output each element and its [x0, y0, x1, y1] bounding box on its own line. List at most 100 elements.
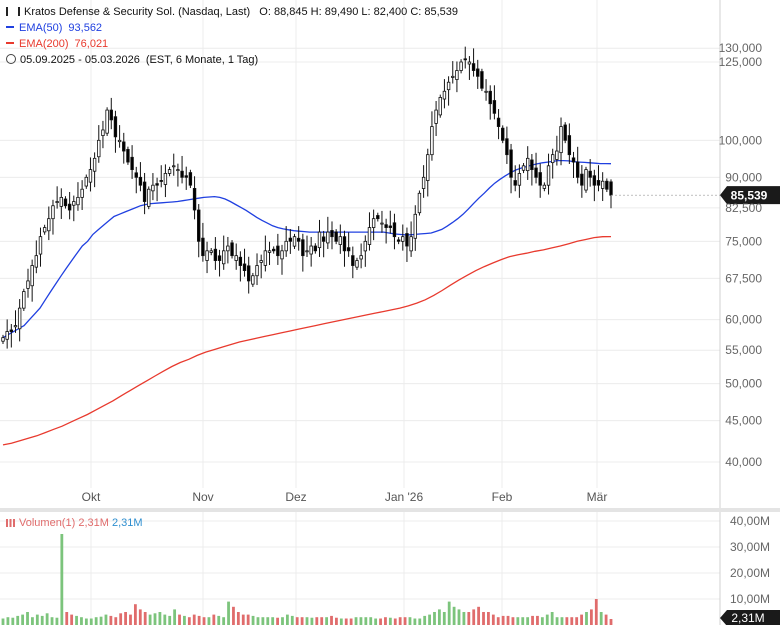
candle-down [9, 329, 14, 332]
volume-bar [315, 617, 319, 625]
volume-bar [516, 617, 520, 625]
date-range[interactable]: 05.09.2025 - 05.03.2026 (EST, 6 Monate, 1… [6, 54, 258, 66]
candle-up [105, 109, 109, 134]
chart-type-icon[interactable] [6, 7, 20, 16]
volume-bar [232, 606, 235, 625]
ema50-legend[interactable]: EMA(50) 93,562 [6, 22, 102, 34]
volume-bar [31, 617, 34, 625]
volume-bar [604, 614, 608, 625]
volume-bar [452, 606, 456, 625]
candle-up [280, 250, 284, 260]
volume-bar [580, 614, 583, 625]
candle-up [371, 218, 376, 228]
candle-up [117, 139, 122, 143]
candle-down [575, 161, 580, 178]
month-label: Jan '26 [385, 490, 424, 504]
candle-up [172, 165, 176, 168]
volume-bar [349, 618, 353, 625]
volume-bar [50, 617, 54, 625]
price-tick-label: 100,000 [719, 133, 763, 147]
volume-bar [236, 612, 240, 625]
volume-bar [163, 614, 167, 625]
volume-bar [540, 617, 544, 625]
volume-bar [124, 612, 127, 625]
ema50-value: 93,562 [68, 22, 103, 34]
candle-down [392, 222, 397, 238]
candle-down [271, 248, 276, 252]
candle-up [167, 169, 172, 174]
volume-bar [501, 615, 505, 625]
volume-bar [393, 618, 397, 625]
volume-bar [536, 615, 539, 625]
price-tick-label: 130,000 [719, 41, 763, 55]
volume-bar [442, 612, 446, 625]
ema50-swatch [6, 26, 14, 28]
candle-down [296, 237, 301, 242]
volume-bar [99, 616, 103, 625]
volume-bar [398, 617, 402, 625]
volume-bar [339, 618, 343, 625]
candle-up [517, 173, 522, 186]
ema200-legend[interactable]: EMA(200) 76,021 [6, 38, 108, 50]
volume-bar [408, 617, 412, 625]
volume-bar [217, 615, 221, 625]
candle-up [317, 231, 322, 249]
volume-bar [545, 614, 549, 625]
volume-bar [379, 618, 382, 625]
candle-up [421, 176, 426, 189]
volume-bar [526, 617, 530, 625]
candle-up [380, 222, 384, 225]
pane-separator [0, 508, 780, 512]
price-tick-label: 55,000 [725, 343, 762, 357]
candle-down [342, 236, 347, 252]
last-price-tag-label: 85,539 [731, 189, 768, 203]
month-label: Feb [492, 490, 513, 504]
volume-bar [65, 612, 69, 625]
volume-bar [575, 617, 579, 625]
volume-bar [173, 609, 177, 625]
candle-down [138, 176, 143, 186]
price-tick-label: 67,500 [725, 271, 762, 285]
volume-bar [153, 613, 157, 625]
candle-up [426, 154, 430, 181]
candle-down [113, 116, 118, 138]
candle-down [605, 180, 609, 190]
volume-bar [550, 612, 554, 625]
candle-up [267, 250, 272, 253]
candle-up [263, 250, 268, 266]
volume-bar [35, 614, 39, 625]
candle-up [417, 192, 422, 214]
volume-bar [251, 615, 255, 625]
candle-up [234, 255, 238, 261]
candle-up [542, 184, 547, 189]
candle-up [92, 157, 97, 172]
ema200-label: EMA(200) [19, 38, 69, 50]
volume-bar [359, 617, 363, 625]
volume-tick-label: 40,00M [730, 514, 770, 528]
candle-down [242, 263, 247, 271]
volume-bar [75, 615, 78, 625]
candle-up [584, 169, 588, 191]
volume-bar [104, 614, 108, 625]
candle-up [309, 245, 313, 255]
candle-down [126, 149, 130, 163]
candle-up [551, 154, 555, 164]
candle-up [42, 227, 47, 233]
candle-down [596, 180, 601, 186]
volume-bar [94, 617, 98, 625]
candle-down [567, 135, 572, 156]
volume-bar [585, 612, 588, 625]
volume-bar [325, 617, 329, 625]
volume-bar [506, 615, 510, 625]
candle-down [197, 209, 201, 242]
volume-legend[interactable]: Volumen(1) 2,31M 2,31M [6, 517, 143, 529]
volume-bar [114, 617, 118, 625]
volume-bar [418, 618, 422, 625]
candle-down [592, 175, 597, 186]
candle-down [538, 172, 542, 186]
candle-up [484, 90, 488, 93]
candle-up [59, 196, 63, 207]
volume-bar [423, 615, 427, 625]
candle-up [22, 291, 26, 309]
